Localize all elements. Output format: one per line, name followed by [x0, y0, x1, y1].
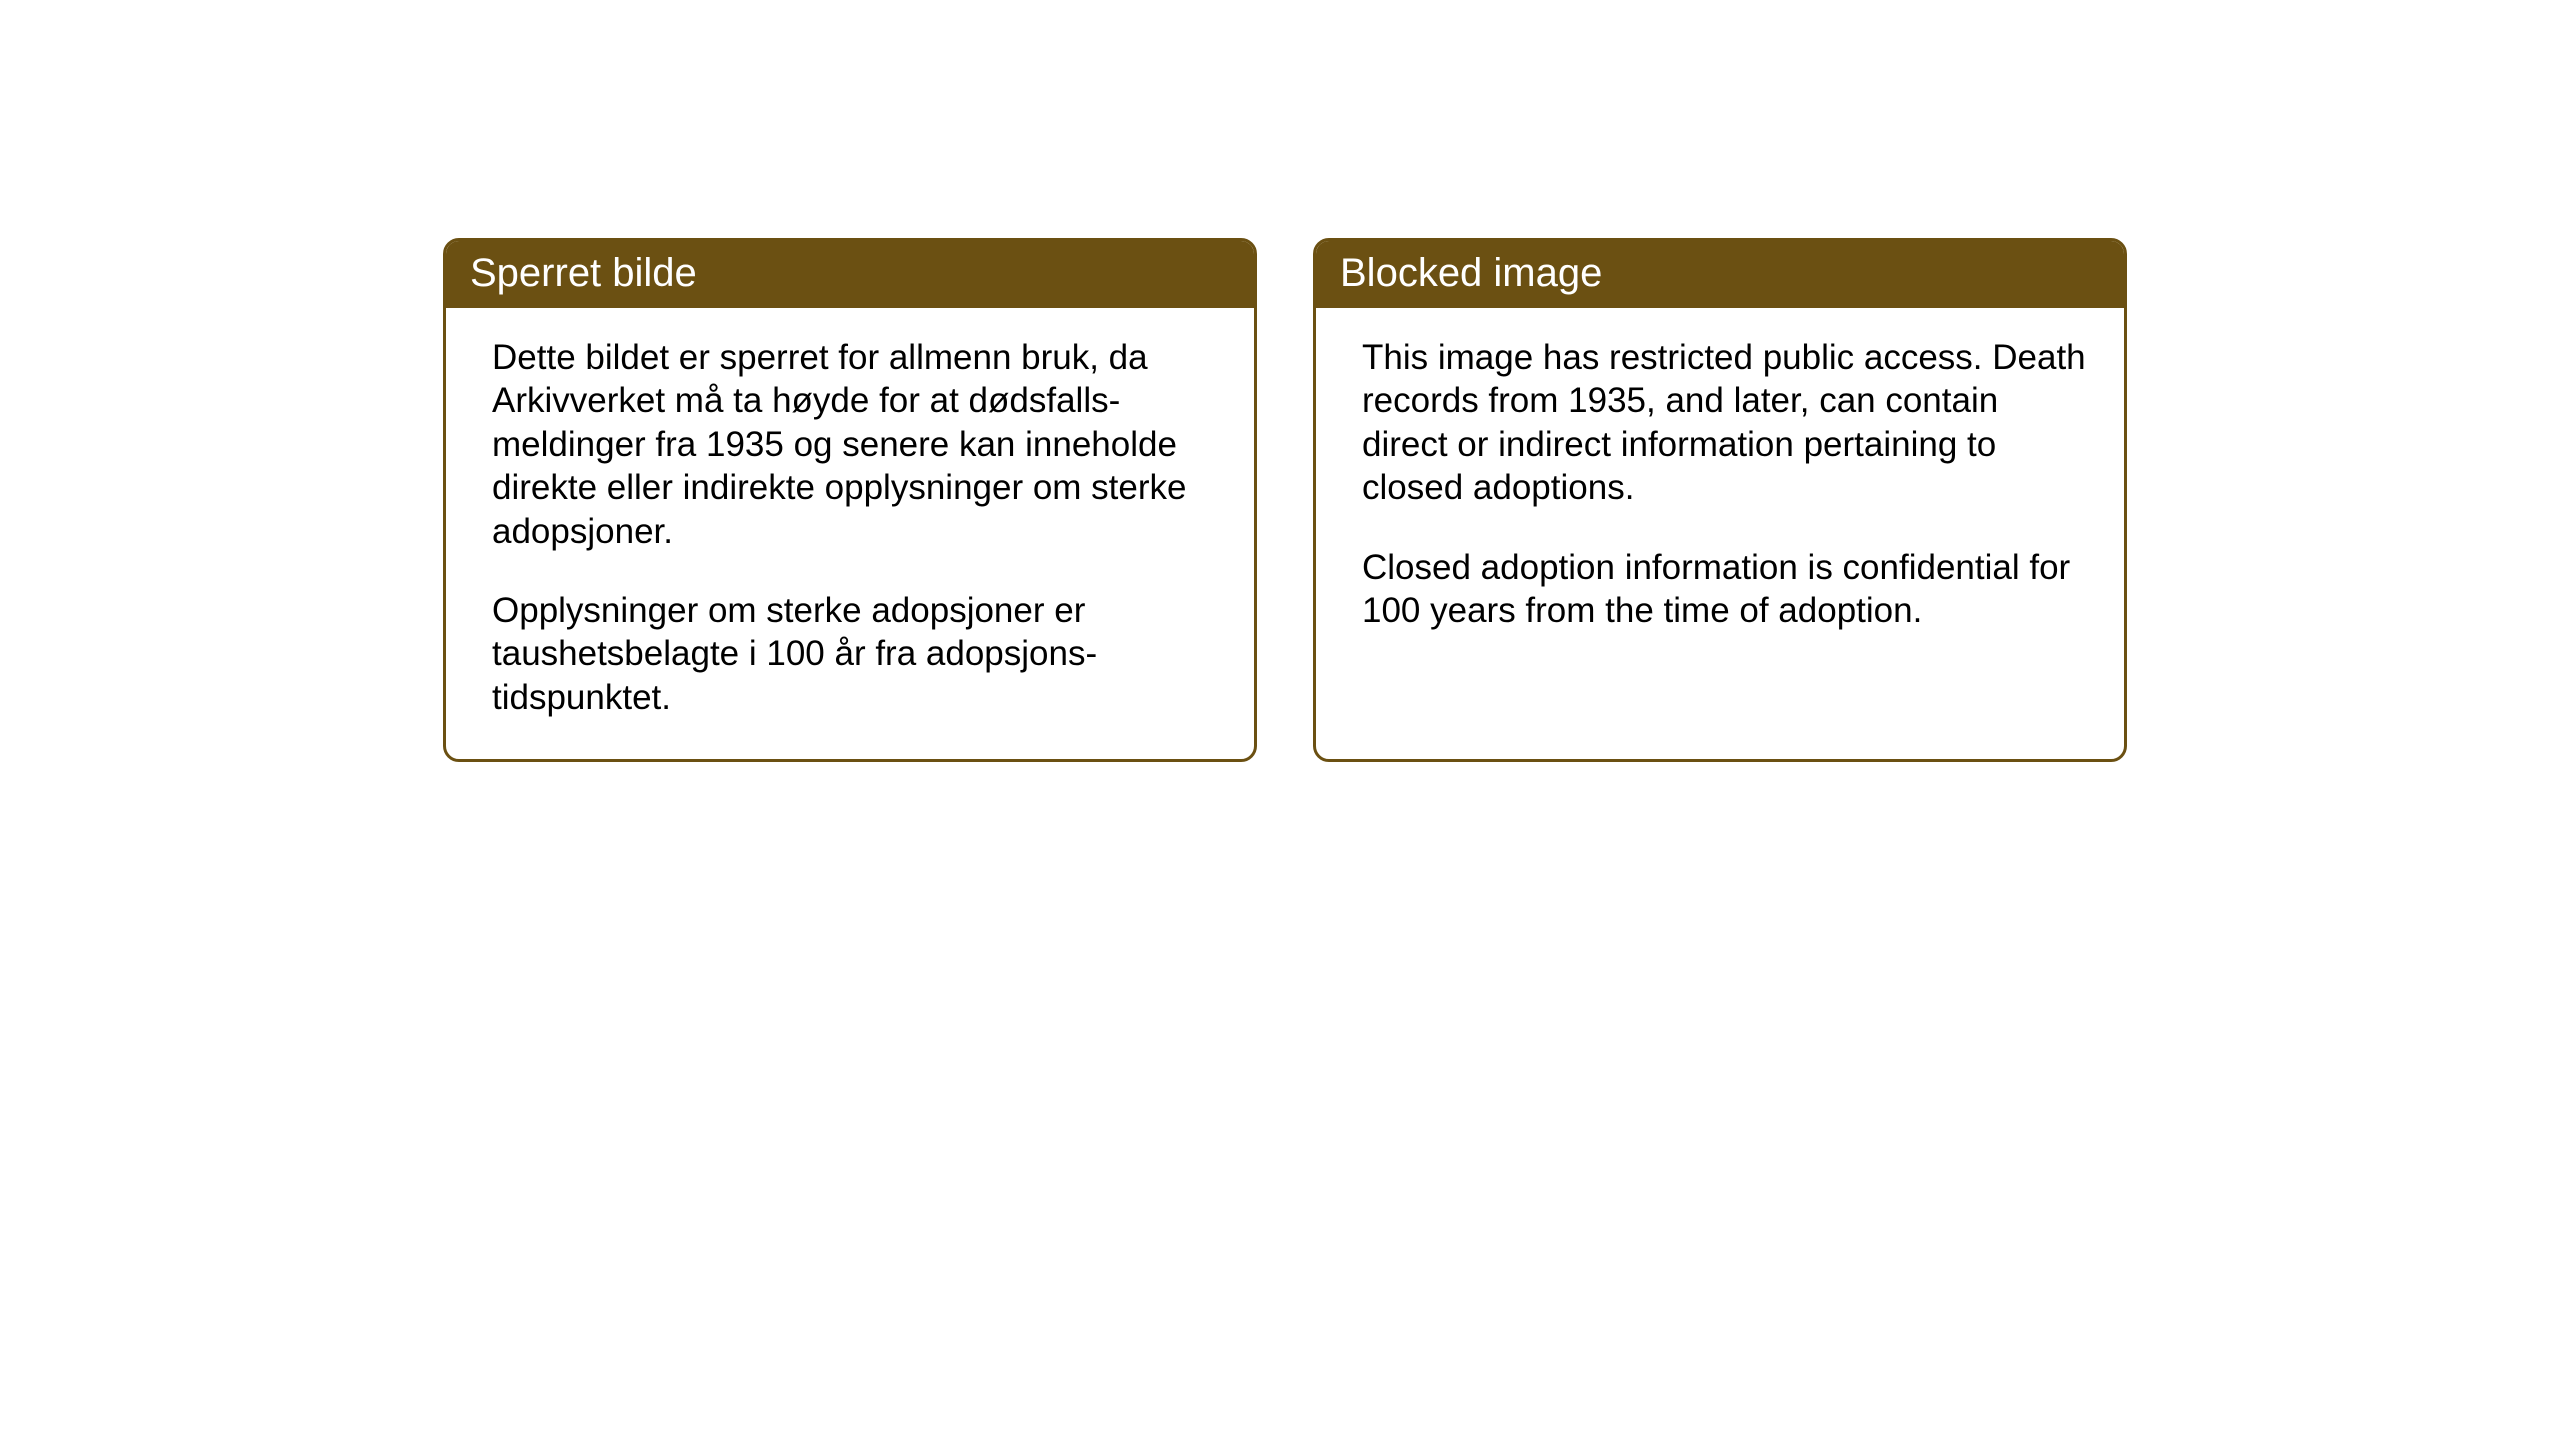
- card-body-norwegian: Dette bildet er sperret for allmenn bruk…: [446, 308, 1254, 759]
- card-paragraph2-norwegian: Opplysninger om sterke adopsjoner er tau…: [492, 589, 1218, 719]
- card-paragraph2-english: Closed adoption information is confident…: [1362, 546, 2088, 633]
- card-paragraph1-english: This image has restricted public access.…: [1362, 336, 2088, 510]
- card-header-english: Blocked image: [1316, 241, 2124, 308]
- card-body-english: This image has restricted public access.…: [1316, 308, 2124, 717]
- card-paragraph1-norwegian: Dette bildet er sperret for allmenn bruk…: [492, 336, 1218, 553]
- card-title-english: Blocked image: [1340, 251, 1602, 295]
- card-title-norwegian: Sperret bilde: [470, 251, 697, 295]
- card-norwegian: Sperret bilde Dette bildet er sperret fo…: [443, 238, 1257, 762]
- card-english: Blocked image This image has restricted …: [1313, 238, 2127, 762]
- card-header-norwegian: Sperret bilde: [446, 241, 1254, 308]
- cards-container: Sperret bilde Dette bildet er sperret fo…: [0, 0, 2560, 762]
